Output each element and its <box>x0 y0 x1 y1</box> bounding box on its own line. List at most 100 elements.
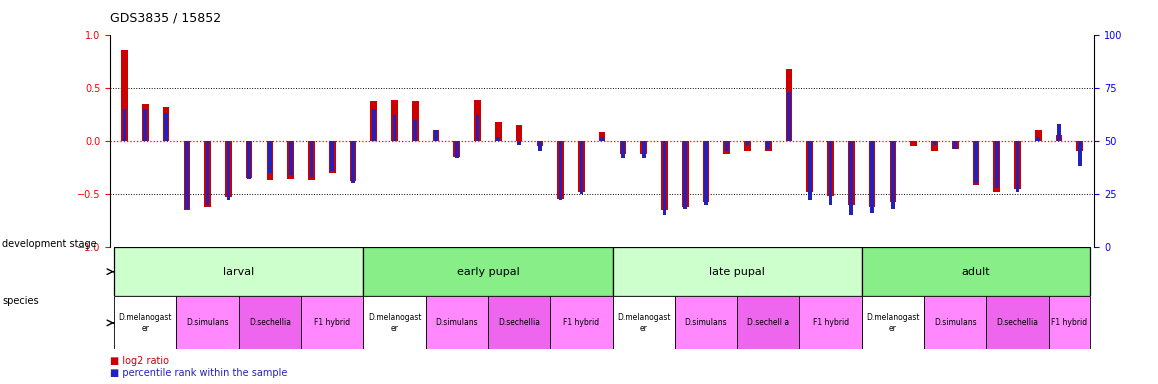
Bar <box>426 296 488 349</box>
Bar <box>245 141 252 178</box>
Bar <box>434 130 438 141</box>
Bar <box>806 141 813 192</box>
Bar <box>330 141 334 170</box>
Bar <box>372 109 375 141</box>
Bar <box>176 296 239 349</box>
Bar <box>613 296 675 349</box>
Bar <box>122 50 127 141</box>
Bar <box>848 141 855 205</box>
Text: species: species <box>2 296 39 306</box>
Text: D.sechell a: D.sechell a <box>747 318 790 328</box>
Bar <box>868 141 875 207</box>
Bar <box>683 141 687 209</box>
Bar <box>115 247 364 296</box>
Bar <box>1077 141 1083 151</box>
Bar <box>787 92 791 141</box>
Text: D.simulans: D.simulans <box>186 318 229 328</box>
Bar <box>391 101 398 141</box>
Bar <box>248 141 251 179</box>
Text: D.melanogast
er: D.melanogast er <box>368 313 422 333</box>
Text: GDS3835 / 15852: GDS3835 / 15852 <box>110 12 221 25</box>
Bar <box>1036 137 1040 141</box>
Text: F1 hybrid: F1 hybrid <box>1051 318 1087 328</box>
Bar <box>288 141 293 175</box>
Bar <box>1057 124 1061 141</box>
Bar <box>799 296 862 349</box>
Bar <box>953 141 957 149</box>
Bar <box>745 141 750 151</box>
Bar <box>454 141 460 157</box>
Text: adult: adult <box>961 266 990 276</box>
Bar <box>827 141 834 196</box>
Text: ■ log2 ratio: ■ log2 ratio <box>110 356 169 366</box>
Bar <box>475 101 481 141</box>
Bar <box>1049 296 1090 349</box>
Bar <box>364 247 613 296</box>
Bar <box>974 141 977 183</box>
Bar <box>661 141 668 210</box>
Bar <box>704 141 708 205</box>
Bar <box>413 119 417 141</box>
Bar <box>952 141 959 149</box>
Bar <box>675 296 738 349</box>
Text: development stage: development stage <box>2 239 97 249</box>
Bar <box>164 113 168 141</box>
Bar <box>393 115 396 141</box>
Bar <box>1078 141 1082 166</box>
Bar <box>538 141 542 151</box>
Bar <box>924 296 987 349</box>
Bar <box>889 141 896 202</box>
Bar <box>185 141 189 209</box>
Bar <box>266 141 273 180</box>
Bar <box>932 141 937 145</box>
Bar <box>850 141 853 215</box>
Bar <box>371 101 378 141</box>
Bar <box>808 141 812 200</box>
Text: D.simulans: D.simulans <box>933 318 976 328</box>
Bar <box>204 141 211 207</box>
Bar <box>206 141 210 205</box>
Bar <box>494 122 501 141</box>
Bar <box>515 125 522 141</box>
Bar <box>351 141 354 183</box>
Bar <box>301 296 364 349</box>
Text: D.sechellia: D.sechellia <box>498 318 540 328</box>
Bar <box>350 141 357 181</box>
Bar <box>973 141 980 185</box>
Bar <box>518 141 521 145</box>
Text: ■ percentile rank within the sample: ■ percentile rank within the sample <box>110 368 287 378</box>
Bar <box>765 141 771 151</box>
Bar <box>1014 141 1021 189</box>
Text: early pupal: early pupal <box>456 266 519 276</box>
Bar <box>559 141 563 200</box>
Bar <box>642 141 645 158</box>
Bar <box>488 296 550 349</box>
Bar <box>225 141 232 197</box>
Bar <box>994 141 1001 192</box>
Text: late pupal: late pupal <box>709 266 765 276</box>
Bar <box>267 141 272 173</box>
Bar <box>329 141 336 173</box>
Text: D.melanogast
er: D.melanogast er <box>118 313 173 333</box>
Bar <box>767 141 770 149</box>
Text: D.simulans: D.simulans <box>435 318 478 328</box>
Bar <box>931 141 938 151</box>
Bar <box>123 109 126 141</box>
Bar <box>862 247 1090 296</box>
Bar <box>682 141 689 207</box>
Bar <box>115 296 176 349</box>
Bar <box>703 141 710 202</box>
Bar <box>142 104 148 141</box>
Bar <box>550 296 613 349</box>
Text: larval: larval <box>223 266 255 276</box>
Bar <box>557 141 564 199</box>
Bar <box>1035 130 1041 141</box>
Text: D.melanogast
er: D.melanogast er <box>617 313 670 333</box>
Bar <box>579 141 584 194</box>
Bar <box>364 296 426 349</box>
Bar <box>891 141 895 209</box>
Bar <box>183 141 190 210</box>
Bar <box>738 296 799 349</box>
Bar <box>1016 141 1019 192</box>
Text: D.melanogast
er: D.melanogast er <box>866 313 919 333</box>
